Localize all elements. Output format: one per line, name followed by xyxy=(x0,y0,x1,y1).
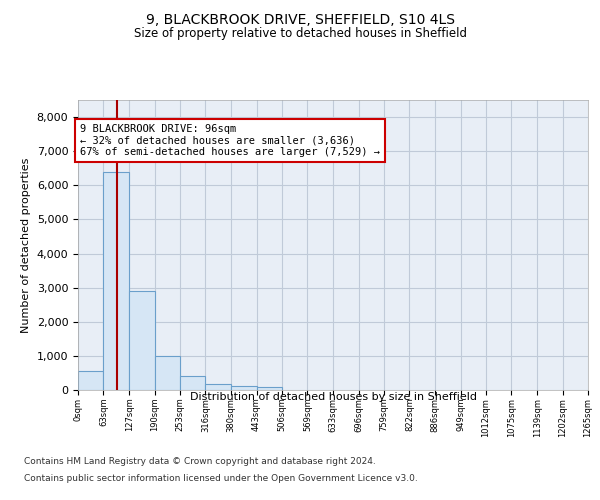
Bar xyxy=(103,172,129,390)
Bar xyxy=(155,356,180,390)
Bar xyxy=(205,384,231,390)
Y-axis label: Number of detached properties: Number of detached properties xyxy=(21,158,31,332)
Bar xyxy=(78,370,103,390)
Text: Contains public sector information licensed under the Open Government Licence v3: Contains public sector information licen… xyxy=(24,474,418,483)
Text: 9 BLACKBROOK DRIVE: 96sqm
← 32% of detached houses are smaller (3,636)
67% of se: 9 BLACKBROOK DRIVE: 96sqm ← 32% of detac… xyxy=(80,124,380,157)
Bar xyxy=(129,291,155,390)
Text: Distribution of detached houses by size in Sheffield: Distribution of detached houses by size … xyxy=(190,392,476,402)
Text: 9, BLACKBROOK DRIVE, SHEFFIELD, S10 4LS: 9, BLACKBROOK DRIVE, SHEFFIELD, S10 4LS xyxy=(146,12,455,26)
Bar xyxy=(257,388,282,390)
Text: Contains HM Land Registry data © Crown copyright and database right 2024.: Contains HM Land Registry data © Crown c… xyxy=(24,458,376,466)
Text: Size of property relative to detached houses in Sheffield: Size of property relative to detached ho… xyxy=(133,28,467,40)
Bar xyxy=(231,386,257,390)
Bar xyxy=(180,376,205,390)
